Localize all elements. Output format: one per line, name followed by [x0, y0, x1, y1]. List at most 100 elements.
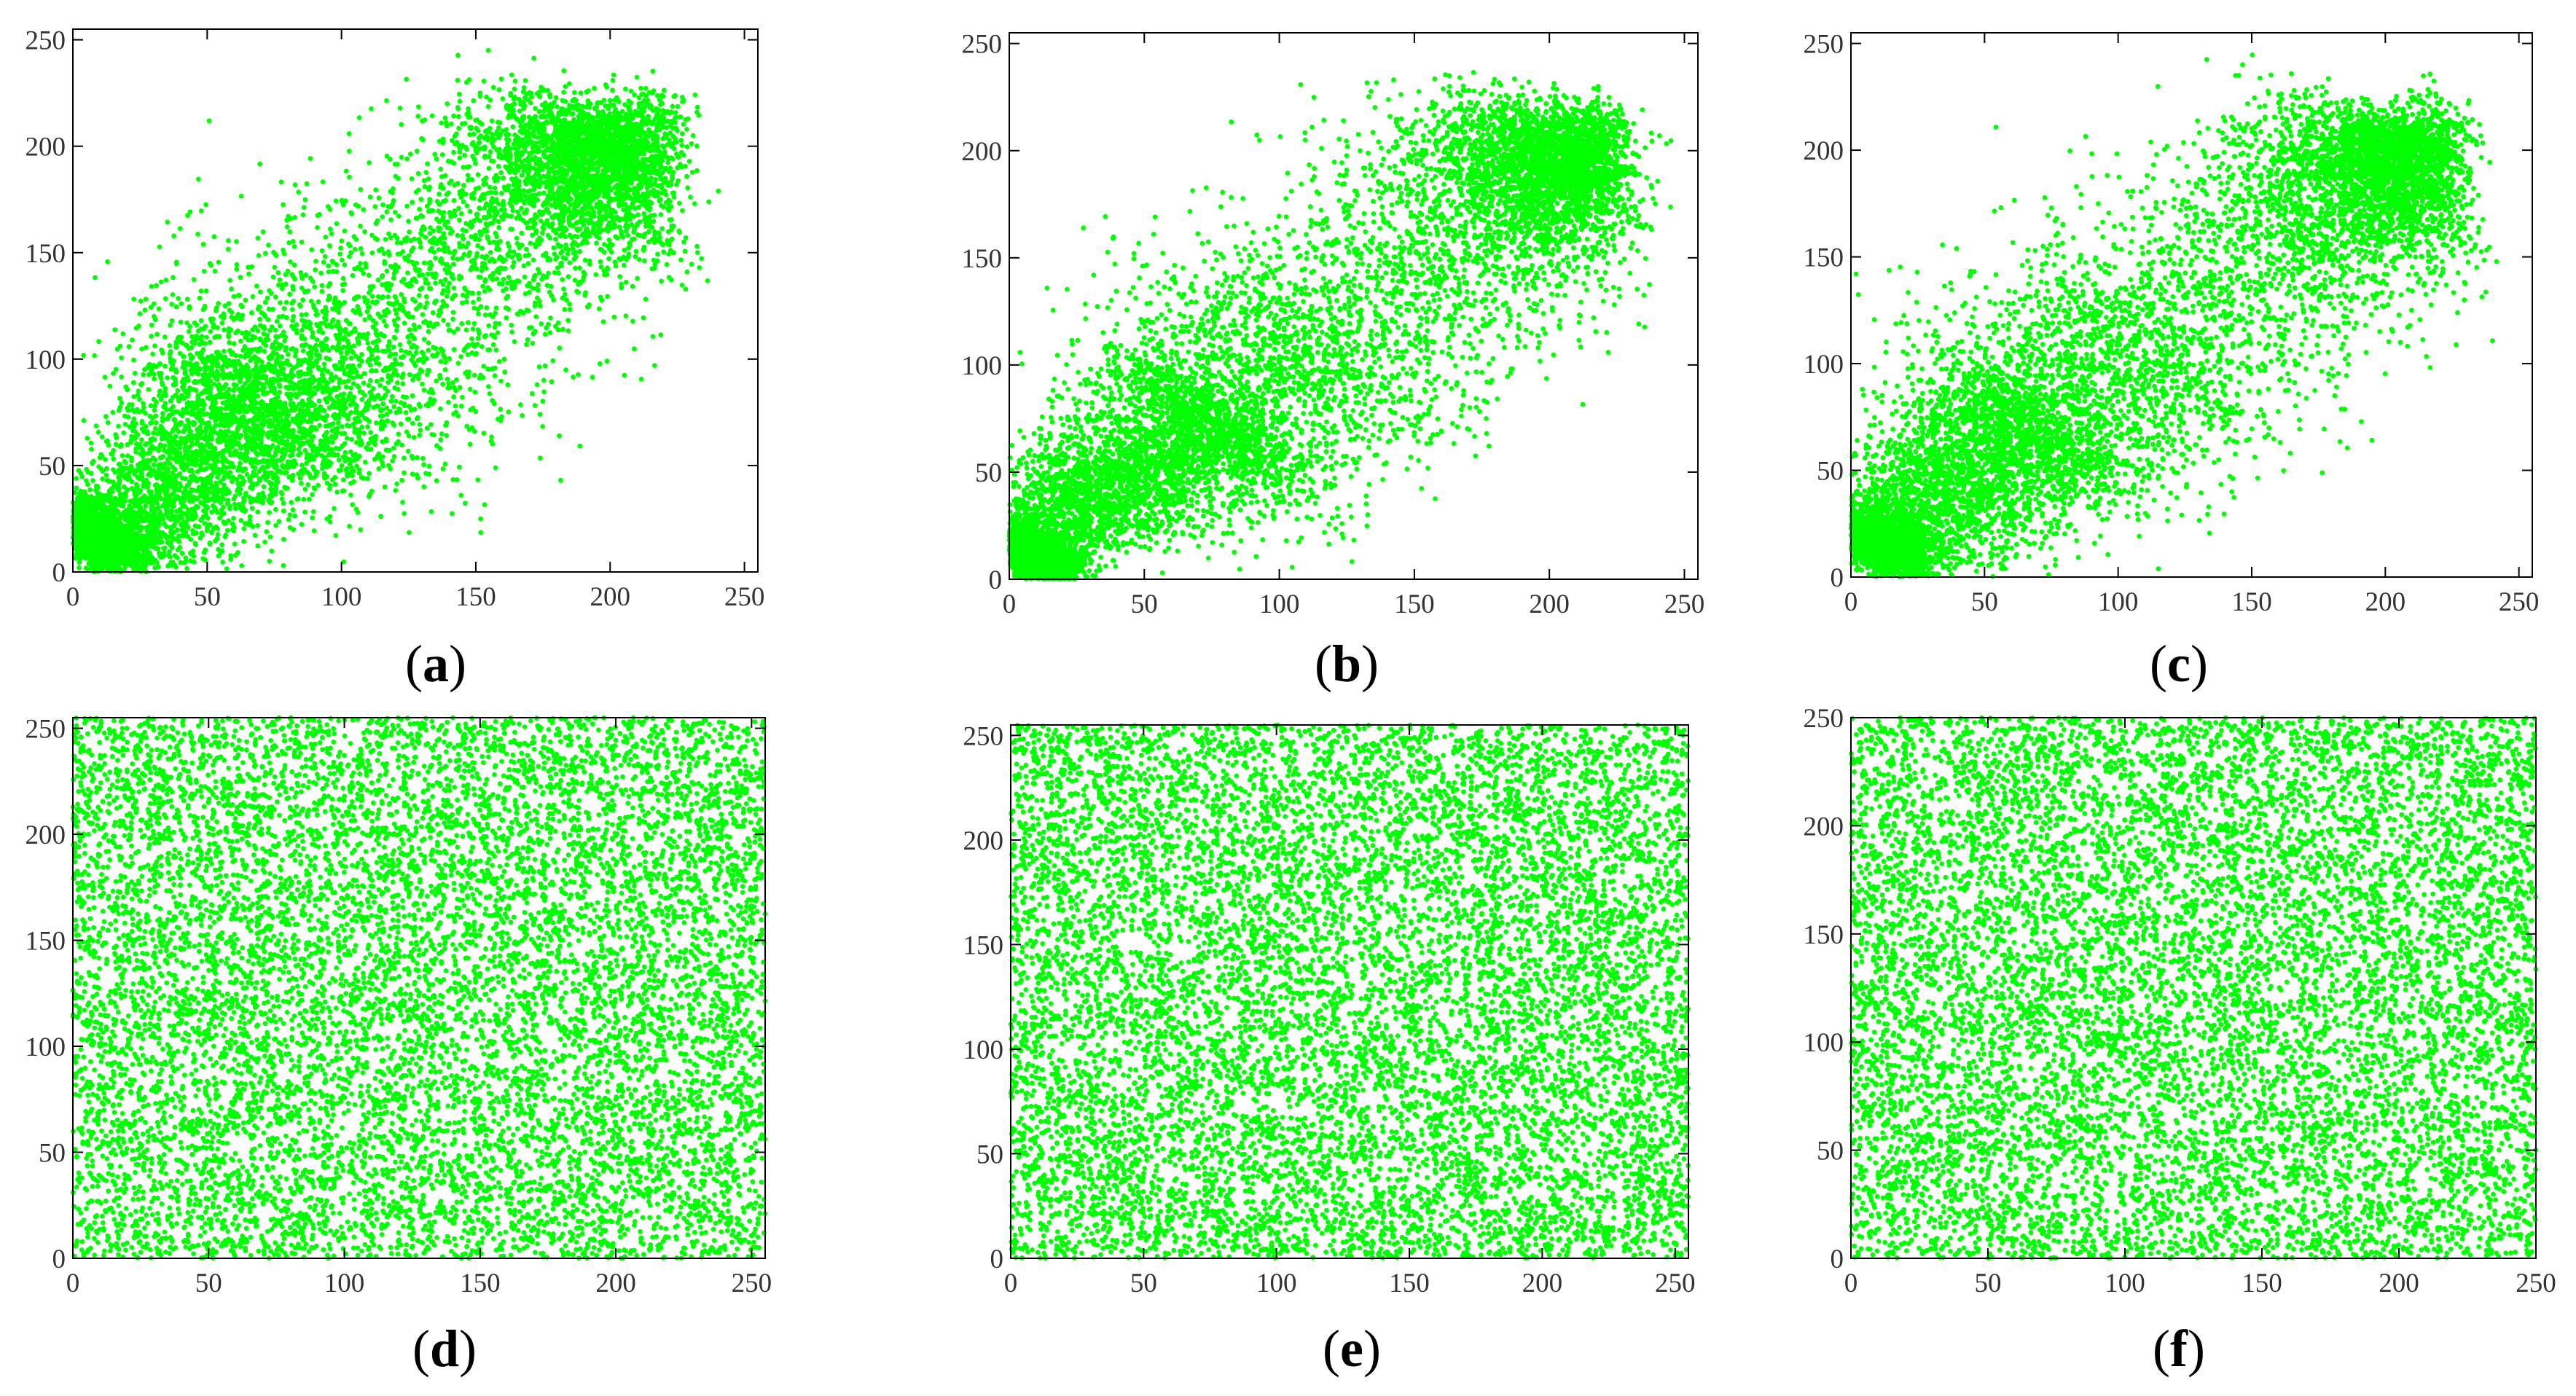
data-point — [126, 344, 132, 350]
data-point — [281, 501, 286, 506]
data-point — [498, 378, 504, 384]
data-point — [149, 283, 154, 289]
data-point — [439, 120, 445, 126]
data-point — [525, 261, 531, 267]
data-point — [455, 413, 461, 419]
data-point — [549, 293, 555, 299]
data-point — [423, 170, 429, 176]
data-point — [316, 382, 321, 388]
data-point — [576, 102, 582, 108]
data-point — [272, 264, 278, 270]
data-point — [484, 94, 489, 100]
data-point — [404, 77, 410, 82]
data-point — [399, 361, 404, 367]
data-point — [493, 348, 499, 353]
data-point — [194, 322, 200, 328]
data-point — [388, 235, 394, 240]
data-point — [583, 290, 588, 296]
data-point — [302, 487, 308, 492]
data-point — [501, 356, 507, 362]
data-point — [229, 479, 235, 485]
data-point — [418, 245, 423, 250]
data-point — [405, 270, 410, 275]
data-point — [163, 278, 169, 283]
data-point — [278, 179, 284, 185]
data-point — [369, 250, 375, 256]
data-point — [415, 475, 420, 481]
data-point — [116, 407, 122, 413]
data-point — [450, 310, 456, 315]
data-point — [451, 286, 457, 291]
data-point — [510, 124, 516, 130]
data-point — [553, 236, 558, 242]
data-point — [463, 299, 469, 305]
data-point — [552, 270, 557, 275]
data-point — [519, 230, 525, 236]
data-point — [131, 297, 137, 302]
data-point — [153, 420, 159, 426]
data-point — [450, 272, 455, 278]
data-point — [542, 363, 548, 369]
data-point — [291, 326, 297, 332]
data-point — [376, 466, 382, 471]
data-point — [598, 294, 603, 300]
data-point — [322, 254, 328, 259]
data-point — [265, 519, 270, 525]
data-point — [259, 450, 264, 456]
data-point — [684, 144, 690, 149]
data-point — [541, 190, 547, 196]
data-point — [240, 313, 246, 318]
data-point — [303, 312, 309, 317]
data-point — [287, 229, 293, 235]
data-point — [692, 201, 697, 206]
data-point — [325, 369, 331, 375]
data-point — [455, 256, 461, 262]
data-point — [530, 340, 536, 346]
data-point — [316, 482, 321, 488]
data-point — [555, 242, 561, 248]
data-point — [536, 109, 542, 114]
data-point — [514, 311, 520, 317]
data-point — [438, 406, 443, 412]
data-point — [277, 389, 282, 395]
data-point — [677, 230, 682, 235]
data-point — [333, 198, 339, 204]
data-point — [317, 423, 322, 428]
data-point — [506, 183, 512, 189]
data-point — [216, 259, 222, 265]
data-point — [363, 459, 368, 465]
data-point — [415, 455, 420, 460]
data-point — [540, 399, 546, 404]
data-point — [532, 329, 538, 334]
data-point — [475, 477, 481, 483]
data-point — [116, 461, 122, 467]
data-point — [417, 432, 423, 438]
data-point — [329, 447, 334, 452]
data-point — [447, 249, 453, 255]
data-point — [436, 191, 442, 197]
data-point — [621, 262, 627, 268]
data-point — [455, 114, 461, 119]
data-point — [540, 424, 545, 429]
data-point — [204, 334, 209, 340]
data-point — [262, 539, 267, 545]
data-point — [623, 228, 629, 234]
data-point — [536, 364, 542, 369]
data-point — [525, 337, 531, 342]
data-point — [92, 353, 97, 358]
data-point — [421, 484, 427, 490]
data-point — [464, 423, 470, 429]
data-point — [384, 268, 390, 274]
data-point — [606, 256, 611, 262]
data-point — [423, 305, 428, 310]
data-point — [455, 52, 461, 58]
data-point — [605, 294, 610, 299]
data-point — [326, 405, 332, 411]
data-point — [450, 276, 456, 281]
data-point — [512, 101, 517, 106]
data-point — [678, 138, 684, 144]
data-point — [416, 237, 422, 243]
data-point — [625, 232, 630, 238]
data-point — [365, 340, 371, 346]
data-point — [558, 477, 563, 483]
